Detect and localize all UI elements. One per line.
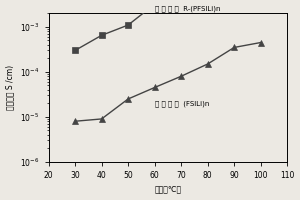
X-axis label: 温度（℃）: 温度（℃） <box>154 185 182 194</box>
Y-axis label: 电导率（ S /cm): 电导率（ S /cm) <box>6 65 15 110</box>
Text: 支 化 结 构  R-(PFSILi)n: 支 化 结 构 R-(PFSILi)n <box>154 6 220 12</box>
Text: 一 维 结 构  (FSILi)n: 一 维 结 构 (FSILi)n <box>154 100 209 107</box>
